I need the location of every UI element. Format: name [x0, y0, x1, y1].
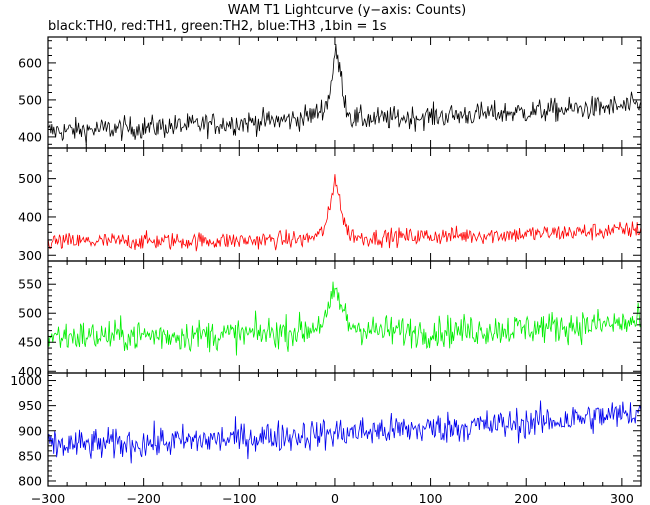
x-tick-label: −300	[31, 491, 65, 505]
y-tick-label: 300	[18, 248, 42, 263]
x-tick-label: 300	[610, 491, 634, 505]
y-tick-label: 600	[18, 55, 42, 70]
x-tick-label: 200	[514, 491, 538, 505]
y-tick-label: 500	[18, 171, 42, 186]
y-tick-label: 850	[18, 448, 42, 463]
x-tick-label: −100	[222, 491, 256, 505]
y-tick-label: 400	[18, 364, 42, 379]
series-line-th3	[48, 400, 641, 464]
y-tick-label: 500	[18, 306, 42, 321]
y-tick-label: 400	[18, 129, 42, 144]
panel-th2: 400 450 500 550	[18, 260, 642, 379]
panel-th1: 300 400 500	[18, 147, 642, 263]
y-tick-label: 400	[18, 209, 42, 224]
chart-subtitle: black:TH0, red:TH1, green:TH2, blue:TH3 …	[48, 19, 387, 34]
x-axis: −300 −200 −100 0 100 200 300	[31, 491, 634, 505]
y-tick-label: 550	[18, 277, 42, 292]
panel-frame	[47, 372, 642, 487]
series-line-th0	[48, 44, 641, 146]
y-tick-label: 500	[18, 92, 42, 107]
panel-th0: 400 500 600	[18, 36, 642, 149]
y-tick-label: 950	[18, 398, 42, 413]
y-tick-label: 900	[18, 423, 42, 438]
x-tick-label: 0	[331, 491, 339, 505]
panel-th3: 800 850 900 950 1000	[10, 372, 642, 488]
x-tick-label: −200	[126, 491, 160, 505]
y-tick-label: 800	[18, 473, 42, 488]
x-tick-label: 100	[419, 491, 443, 505]
y-tick-label: 1000	[10, 373, 42, 388]
y-tick-label: 450	[18, 335, 42, 350]
series-line-th1	[48, 174, 641, 252]
panel-frame	[47, 36, 642, 149]
panels-group: 400 500 600 300 400 500 400 450 500 550 800 850 900 9…	[10, 36, 642, 488]
series-line-th2	[48, 281, 641, 356]
chart-title: WAM T1 Lightcurve (y−axis: Counts)	[228, 3, 466, 18]
